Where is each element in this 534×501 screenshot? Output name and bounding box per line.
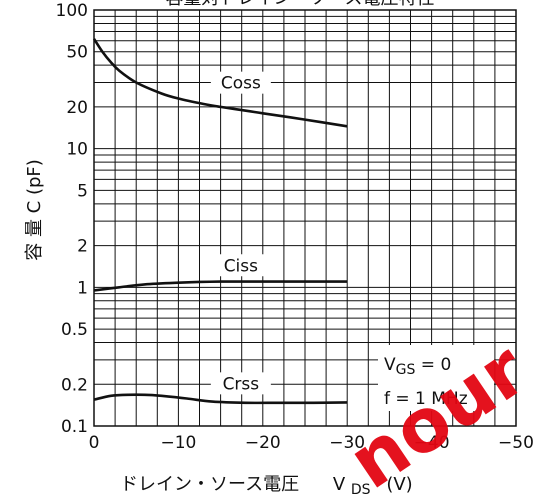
curve-label-background	[210, 254, 271, 277]
annotation-frequency: f = 1 MHz	[384, 389, 468, 409]
x-tick-labels: 0 −10 −20 −30 −40 −50	[89, 433, 534, 453]
series-line-crss	[93, 393, 348, 405]
series-line-coss	[92, 38, 348, 128]
y-tick-label: 0.1	[61, 417, 88, 437]
series-line-ciss	[93, 280, 348, 292]
curve-label-ciss: Ciss	[224, 256, 258, 276]
y-tick-label: 10	[66, 140, 88, 160]
chart-title: 容量対ドレイン・ソース電圧特性	[165, 0, 434, 9]
x-axis-symbol: V	[333, 474, 346, 495]
series-group	[92, 38, 348, 405]
y-tick-label: 20	[66, 98, 88, 118]
annotation-vgs-symbol: V	[384, 355, 396, 375]
y-tick-label: 1	[77, 278, 88, 298]
y-tick-label: 5	[77, 181, 88, 201]
x-axis-title: ドレイン・ソース電圧 V DS (V)	[120, 474, 413, 499]
x-axis-title-text: ドレイン・ソース電圧	[120, 474, 299, 495]
x-tick-label: −10	[160, 433, 196, 453]
y-tick-label: 0.5	[61, 320, 88, 340]
curve-label-background	[210, 372, 271, 395]
curve-label-background	[210, 71, 271, 94]
curve-label-crss: Crss	[223, 374, 260, 394]
condition-annotations: VGS = 0 f = 1 MHz	[378, 345, 494, 411]
y-tick-labels: 100 50 20 10 5 2 1 0.5 0.2 0.1	[56, 1, 88, 437]
y-tick-label: 2	[77, 237, 88, 257]
curve-label-coss: Coss	[221, 74, 261, 94]
annotation-vgs: VGS = 0	[384, 355, 451, 378]
x-axis-subscript: DS	[351, 482, 371, 498]
y-tick-label: 50	[66, 43, 88, 63]
x-tick-label: −50	[498, 433, 534, 453]
x-axis-unit: (V)	[386, 474, 412, 495]
plot-frame	[93, 9, 517, 427]
curve-labels: Coss Ciss Crss	[210, 71, 271, 395]
x-tick-label: −30	[329, 433, 365, 453]
x-tick-label: 0	[89, 433, 100, 453]
y-axis-title: 容 量 C (pF)	[24, 159, 45, 261]
y-tick-label: 100	[56, 1, 88, 21]
x-tick-label: −40	[414, 433, 450, 453]
annotation-vgs-subscript: GS	[396, 362, 416, 378]
x-tick-label: −20	[245, 433, 281, 453]
y-tick-label: 0.2	[61, 375, 88, 395]
annotation-vgs-value: = 0	[415, 355, 451, 375]
annotation-background	[378, 345, 494, 411]
